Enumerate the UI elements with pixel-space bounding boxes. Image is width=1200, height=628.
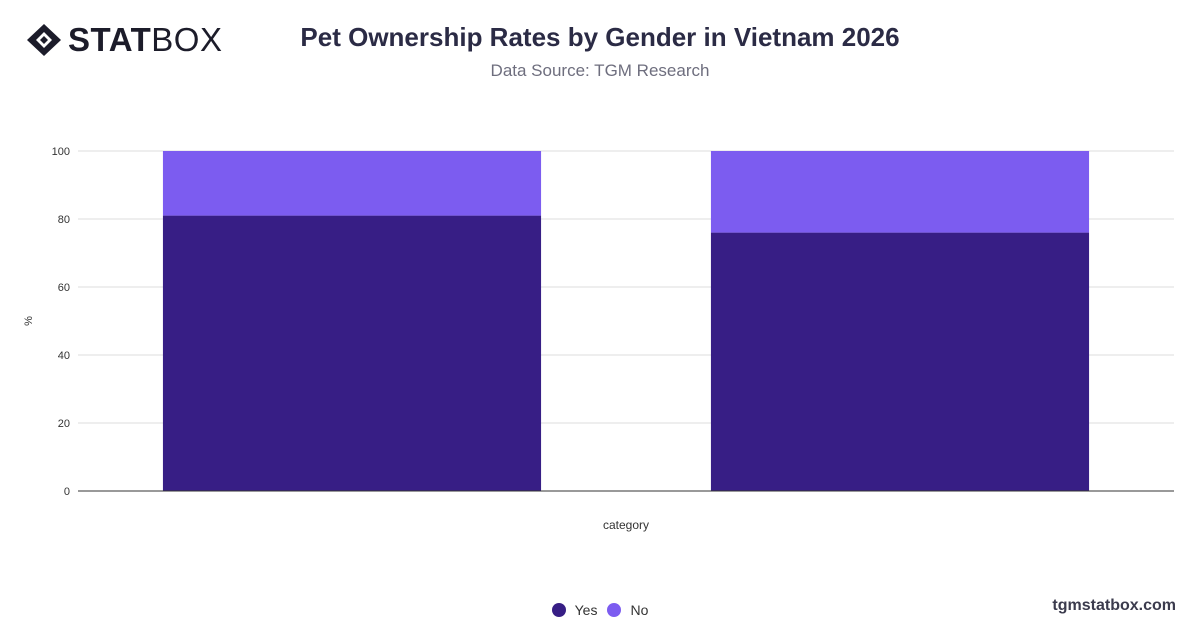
y-tick-label: 0 bbox=[64, 486, 70, 498]
bar-no bbox=[710, 151, 1090, 233]
y-tick-label: 40 bbox=[58, 350, 70, 362]
legend-swatch-yes bbox=[551, 603, 566, 617]
logo-text-bold: STAT bbox=[68, 21, 152, 58]
brand-logo: STATBOX bbox=[26, 22, 222, 58]
watermark: tgmstatbox.com bbox=[1052, 597, 1176, 614]
bar-yes bbox=[710, 232, 1090, 491]
logo-text-light: BOX bbox=[151, 21, 223, 58]
y-tick-label: 60 bbox=[58, 282, 70, 294]
y-tick-label: 80 bbox=[58, 214, 70, 226]
statbox-logo-icon bbox=[27, 24, 61, 56]
y-axis-title: % bbox=[23, 316, 35, 326]
legend-item-no[interactable]: No bbox=[607, 602, 648, 618]
legend-swatch-no bbox=[607, 603, 622, 617]
legend-item-yes[interactable]: Yes bbox=[551, 602, 598, 618]
chart-title: Pet Ownership Rates by Gender in Vietnam… bbox=[300, 22, 900, 52]
y-tick-label: 100 bbox=[52, 146, 70, 158]
bar-yes bbox=[162, 215, 542, 491]
y-tick-label: 20 bbox=[58, 418, 70, 430]
bar-no bbox=[162, 151, 542, 216]
legend-label-no: No bbox=[630, 602, 649, 618]
logo-wordmark: STATBOX bbox=[68, 22, 222, 58]
chart-subtitle: Data Source: TGM Research bbox=[490, 61, 710, 80]
chart-legend: Yes No bbox=[0, 602, 1200, 618]
legend-label-yes: Yes bbox=[574, 602, 598, 618]
x-axis-title: category bbox=[603, 518, 649, 532]
